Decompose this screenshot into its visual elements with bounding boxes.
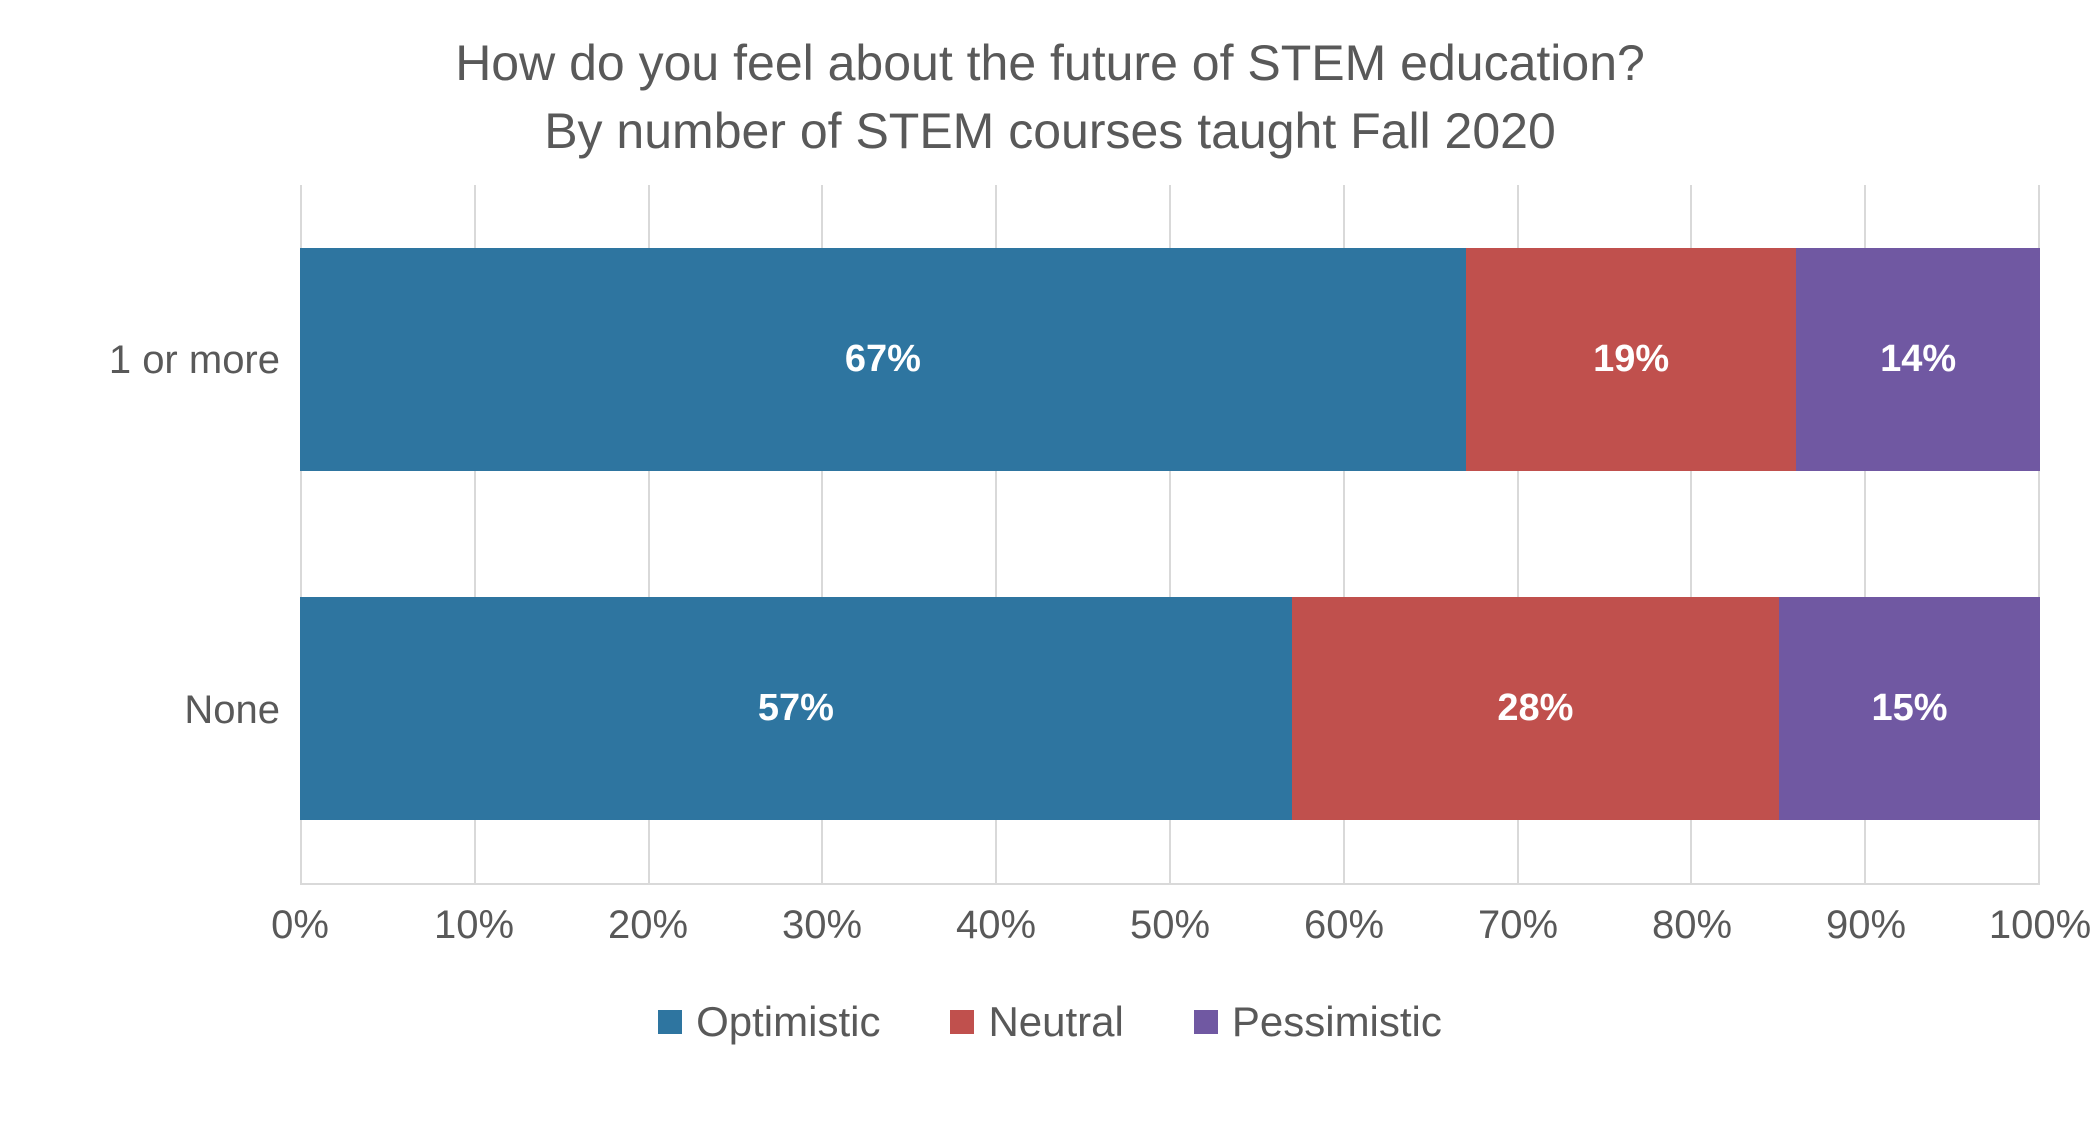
bar-row: 57%28%15% (300, 597, 2040, 820)
legend-item: Optimistic (658, 998, 880, 1046)
bars-group: 67%19%14% 57%28%15% (300, 185, 2040, 883)
legend-item: Neutral (950, 998, 1123, 1046)
legend-item: Pessimistic (1194, 998, 1442, 1046)
bar-row: 67%19%14% (300, 248, 2040, 471)
legend-label: Neutral (988, 998, 1123, 1046)
chart-container: How do you feel about the future of STEM… (0, 0, 2100, 1142)
chart-title-line1: How do you feel about the future of STEM… (455, 35, 1645, 91)
legend: Optimistic Neutral Pessimistic (60, 998, 2040, 1046)
bar-segment: 28% (1292, 597, 1779, 820)
bar-segment: 67% (300, 248, 1466, 471)
bar-segment: 15% (1779, 597, 2040, 820)
legend-swatch (658, 1010, 682, 1034)
legend-swatch (1194, 1010, 1218, 1034)
y-axis-label: None (60, 535, 280, 885)
x-axis-ticks: 0%10%20%30%40%50%60%70%80%90%100% (300, 903, 2040, 948)
y-axis-label: 1 or more (60, 185, 280, 535)
bar-segment: 14% (1796, 248, 2040, 471)
plot-wrapper: 1 or moreNone 67%19%14% 57%28%15% (60, 185, 2040, 885)
legend-swatch (950, 1010, 974, 1034)
bar-segment: 57% (300, 597, 1292, 820)
chart-title: How do you feel about the future of STEM… (60, 30, 2040, 165)
y-axis-labels: 1 or moreNone (60, 185, 300, 885)
legend-label: Optimistic (696, 998, 880, 1046)
plot-area: 67%19%14% 57%28%15% (300, 185, 2040, 885)
bar-segment: 19% (1466, 248, 1797, 471)
chart-title-line2: By number of STEM courses taught Fall 20… (544, 103, 1556, 159)
legend-label: Pessimistic (1232, 998, 1442, 1046)
